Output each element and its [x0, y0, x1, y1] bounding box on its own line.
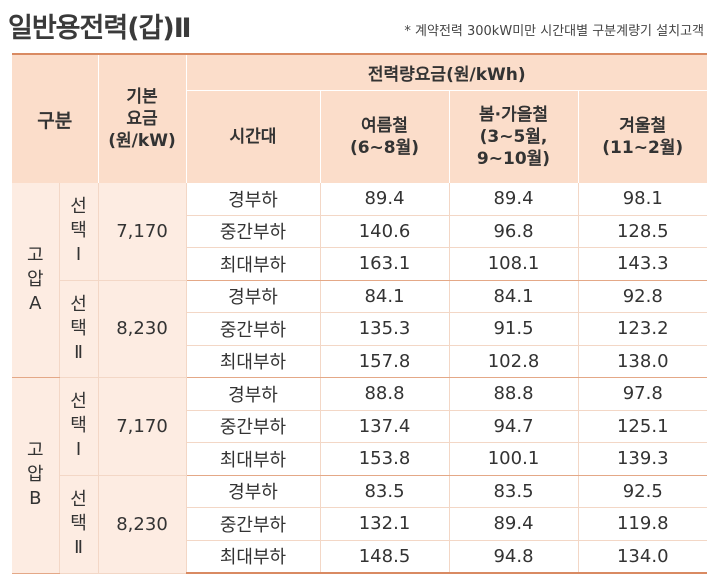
- summer-rate-cell: 157.8: [319, 345, 449, 378]
- winter-rate-cell: 125.1: [577, 410, 707, 443]
- table-row: 중간부하 132.1 89.4 119.8: [12, 507, 707, 541]
- spring-fall-rate-cell: 100.1: [448, 442, 578, 476]
- winter-rate-cell: 119.8: [577, 507, 707, 541]
- footnote: * 계약전력 300kW미만 시간대별 구분계량기 설치고객: [404, 24, 704, 39]
- header-gubun: 구분: [12, 53, 98, 183]
- table-row: 최대부하 148.5 94.8 134.0: [12, 540, 707, 574]
- table-row: 중간부하 140.6 96.8 128.5: [12, 215, 707, 248]
- summer-rate-cell: 84.1: [319, 280, 449, 313]
- spring-fall-rate-cell: 84.1: [448, 280, 578, 313]
- header-energy-group: 전력량요금(원/kWh): [185, 53, 707, 91]
- spring-fall-rate-cell: 89.4: [448, 507, 578, 541]
- summer-rate-cell: 89.4: [319, 183, 449, 216]
- winter-rate-cell: 92.8: [577, 280, 707, 313]
- period-cell: 최대부하: [185, 442, 320, 476]
- winter-rate-cell: 97.8: [577, 377, 707, 411]
- table-row: 최대부하 157.8 102.8 138.0: [12, 345, 707, 378]
- basic-fee-cell: 8,230: [97, 280, 186, 378]
- page-header: 일반용전력(갑)Ⅱ * 계약전력 300kW미만 시간대별 구분계량기 설치고객: [0, 0, 718, 52]
- header-winter: 겨울철 (11~2월): [577, 90, 707, 183]
- basic-fee-cell: 8,230: [97, 475, 186, 574]
- table-row: 고 압 A 선 택 Ⅰ 7,170 경부하 89.4 89.4 98.1: [12, 183, 707, 378]
- winter-rate-cell: 139.3: [577, 442, 707, 476]
- summer-rate-cell: 163.1: [319, 247, 449, 281]
- spring-fall-rate-cell: 94.7: [448, 410, 578, 443]
- spring-fall-rate-cell: 102.8: [448, 345, 578, 378]
- table-row: 선 택 Ⅱ 8,230 경부하 84.1 84.1 92.8: [12, 280, 707, 378]
- period-cell: 경부하: [185, 183, 320, 216]
- spring-fall-rate-cell: 96.8: [448, 215, 578, 248]
- table-row: 최대부하 163.1 108.1 143.3: [12, 247, 707, 281]
- table-body: 고 압 A 선 택 Ⅰ 7,170 경부하 89.4 89.4 98.1 중간부하 140.6 96.8 1…: [12, 183, 707, 574]
- winter-rate-cell: 123.2: [577, 312, 707, 346]
- winter-rate-cell: 128.5: [577, 215, 707, 248]
- spring-fall-rate-cell: 94.8: [448, 540, 578, 574]
- summer-rate-cell: 135.3: [319, 312, 449, 346]
- page-title: 일반용전력(갑)Ⅱ: [8, 13, 192, 44]
- spring-fall-rate-cell: 108.1: [448, 247, 578, 281]
- period-cell: 중간부하: [185, 507, 320, 541]
- winter-rate-cell: 98.1: [577, 183, 707, 216]
- table-row: 고 압 B 선 택 Ⅰ 7,170 경부하 88.8 88.8 97.8: [12, 377, 707, 574]
- spring-fall-rate-cell: 88.8: [448, 377, 578, 411]
- table-row: 중간부하 137.4 94.7 125.1: [12, 410, 707, 443]
- summer-rate-cell: 88.8: [319, 377, 449, 411]
- basic-fee-cell: 7,170: [97, 377, 186, 476]
- spring-fall-rate-cell: 91.5: [448, 312, 578, 346]
- basic-fee-cell: 7,170: [97, 183, 186, 281]
- summer-rate-cell: 153.8: [319, 442, 449, 476]
- table-row: 중간부하 135.3 91.5 123.2: [12, 312, 707, 346]
- table-row: 최대부하 153.8 100.1 139.3: [12, 442, 707, 476]
- header-basic-fee: 기본 요금 (원/kW): [97, 53, 186, 183]
- winter-rate-cell: 138.0: [577, 345, 707, 378]
- spring-fall-rate-cell: 83.5: [448, 475, 578, 508]
- summer-rate-cell: 140.6: [319, 215, 449, 248]
- period-cell: 중간부하: [185, 410, 320, 443]
- summer-rate-cell: 148.5: [319, 540, 449, 574]
- summer-rate-cell: 132.1: [319, 507, 449, 541]
- period-cell: 중간부하: [185, 312, 320, 346]
- header-spring-fall: 봄·가을철 (3~5월, 9~10월): [448, 90, 578, 183]
- winter-rate-cell: 92.5: [577, 475, 707, 508]
- header-period: 시간대: [185, 90, 320, 183]
- summer-rate-cell: 137.4: [319, 410, 449, 443]
- table-row: 선 택 Ⅱ 8,230 경부하 83.5 83.5 92.5: [12, 475, 707, 574]
- table-header: 구분 기본 요금 (원/kW) 전력량요금(원/kWh) 시간대 여름철 (6~8…: [12, 53, 707, 183]
- spring-fall-rate-cell: 89.4: [448, 183, 578, 216]
- winter-rate-cell: 143.3: [577, 247, 707, 281]
- period-cell: 중간부하: [185, 215, 320, 248]
- period-cell: 최대부하: [185, 247, 320, 281]
- period-cell: 최대부하: [185, 540, 320, 574]
- period-cell: 경부하: [185, 475, 320, 508]
- period-cell: 최대부하: [185, 345, 320, 378]
- period-cell: 경부하: [185, 377, 320, 411]
- header-summer: 여름철 (6~8월): [319, 90, 449, 183]
- winter-rate-cell: 134.0: [577, 540, 707, 574]
- summer-rate-cell: 83.5: [319, 475, 449, 508]
- rate-table: 구분 기본 요금 (원/kW) 전력량요금(원/kWh) 시간대 여름철 (6~8…: [12, 53, 707, 574]
- period-cell: 경부하: [185, 280, 320, 313]
